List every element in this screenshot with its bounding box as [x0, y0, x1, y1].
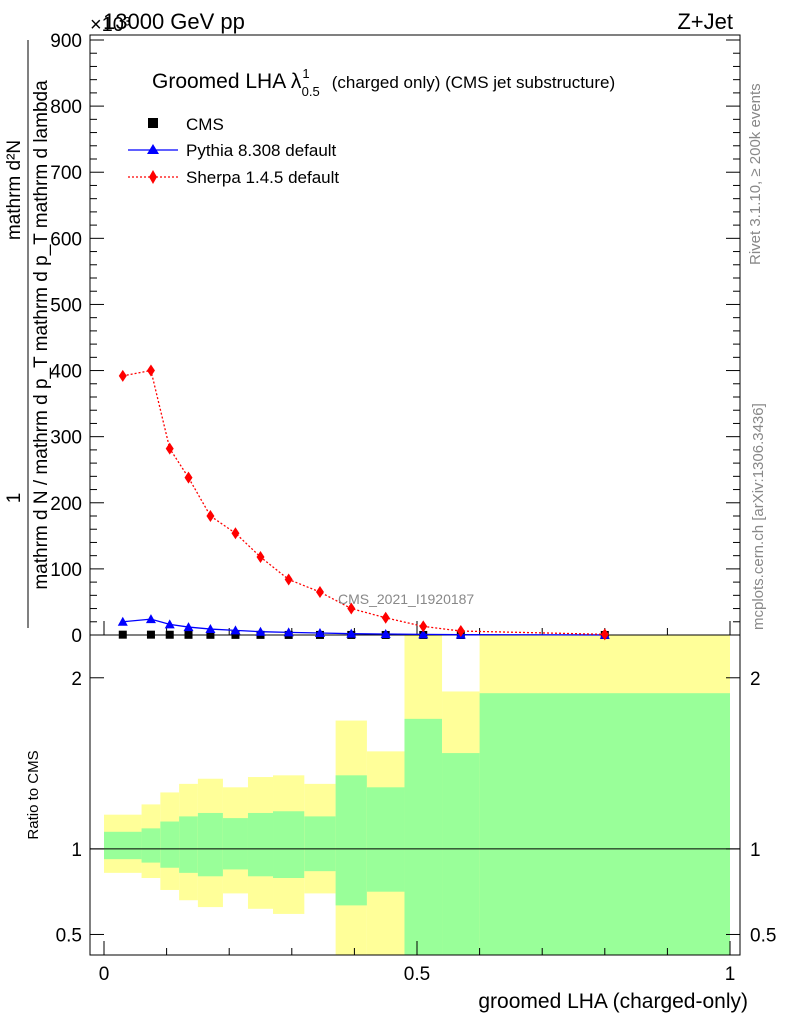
- data-point-pythia: [164, 619, 175, 629]
- y-tick-label: 900: [50, 31, 82, 52]
- data-point-cms: [165, 630, 174, 639]
- ratio-band-green: [179, 816, 198, 873]
- legend-marker-pythia: [147, 144, 159, 154]
- ratio-band-green: [160, 821, 180, 868]
- ratio-band-green: [335, 775, 367, 906]
- y-tick-label: 400: [50, 362, 82, 383]
- ratio-y-label: Ratio to CMS: [25, 750, 42, 839]
- ratio-y-tick-label-right: 0.5: [750, 925, 776, 946]
- legend-label-cms: CMS: [186, 115, 224, 134]
- ratio-band-green: [404, 718, 443, 955]
- ratio-bands: [90, 635, 740, 955]
- legend-marker-cms: [148, 118, 158, 128]
- ratio-band-green: [442, 753, 480, 955]
- data-point-sherpa: [184, 471, 193, 484]
- data-point-sherpa: [231, 527, 240, 540]
- y-tick-label: 0: [71, 626, 82, 647]
- x-tick-label: 0.5: [404, 964, 430, 985]
- legend: CMS Pythia 8.308 default Sherpa 1.4.5 de…: [128, 115, 339, 187]
- y-label-one: 1: [4, 493, 25, 504]
- header-right: Z+Jet: [677, 9, 733, 34]
- data-point-sherpa: [165, 442, 174, 455]
- data-point-pythia: [418, 629, 429, 639]
- data-point-pythia: [205, 624, 216, 634]
- data-point-sherpa: [419, 620, 428, 633]
- plot-title: Groomed LHA λ1 0.5 (charged only) (CMS jet…: [152, 66, 615, 99]
- data-point-sherpa: [315, 586, 324, 599]
- data-point-cms: [231, 630, 240, 639]
- data-point-pythia: [314, 628, 325, 638]
- y-tick-label: 500: [50, 295, 82, 316]
- x-axis-label: groomed LHA (charged-only): [478, 990, 748, 1013]
- data-point-sherpa: [456, 625, 465, 638]
- data-point-sherpa: [347, 602, 356, 615]
- data-point-pythia: [346, 628, 357, 638]
- ticks: 0 100 200 300 400 500 600 700 800 900 0 0.5 1 0.5 0.5 1…: [50, 31, 776, 985]
- plot-title-main: Groomed LHA λ: [152, 70, 302, 93]
- data-point-pythia: [230, 625, 241, 635]
- ratio-plot-frame: [89, 634, 741, 956]
- data-point-sherpa: [146, 364, 155, 377]
- main-series: [117, 364, 610, 641]
- data-point-sherpa: [206, 510, 215, 522]
- y-label-denominator: mathrm d N / mathrm d p_T mathrm d p_T m…: [31, 80, 52, 590]
- legend-label-pythia: Pythia 8.308 default: [186, 141, 337, 160]
- ratio-band-green: [247, 812, 274, 877]
- y-axis-label: 1 mathrm d²N mathrm d N / mathrm d p_T m…: [4, 40, 52, 628]
- legend-marker-sherpa: [149, 170, 157, 184]
- data-point-pythia: [145, 614, 156, 624]
- ratio-band-green: [141, 828, 161, 863]
- header-left: 13000 GeV pp: [103, 9, 245, 34]
- ratio-band-green: [479, 693, 730, 955]
- data-point-pythia: [183, 622, 194, 632]
- data-point-cms: [206, 630, 215, 639]
- data-point-pythia: [380, 629, 391, 639]
- ratio-y-tick-label: 0.5: [56, 925, 82, 946]
- data-point-pythia: [283, 627, 294, 637]
- ratio-band-green: [104, 831, 142, 860]
- data-point-sherpa: [118, 369, 127, 382]
- ratio-y-tick-label: 2: [71, 669, 82, 690]
- y-tick-label: 300: [50, 428, 82, 449]
- ratio-y-tick-label: 1: [71, 840, 82, 861]
- y-tick-label: 100: [50, 560, 82, 581]
- ratio-y-tick-label-right: 2: [750, 669, 761, 690]
- y-label-numerator: mathrm d²N: [4, 140, 25, 240]
- y-tick-label: 200: [50, 494, 82, 515]
- data-point-pythia: [117, 616, 128, 626]
- data-point-pythia: [255, 626, 266, 636]
- data-point-cms: [118, 630, 127, 639]
- ratio-band-green: [366, 787, 405, 892]
- y-tick-label: 600: [50, 229, 82, 250]
- data-point-sherpa: [600, 628, 609, 641]
- analysis-watermark: CMS_2021_I1920187: [338, 591, 474, 607]
- data-point-sherpa: [284, 573, 293, 586]
- data-point-sherpa: [381, 611, 390, 624]
- ratio-y-tick-label-right: 1: [750, 840, 761, 861]
- y-tick-label: 800: [50, 97, 82, 118]
- ratio-band-green: [197, 812, 223, 877]
- y-tick-label: 700: [50, 163, 82, 184]
- series-line-sherpa: [122, 369, 605, 635]
- legend-label-sherpa: Sherpa 1.4.5 default: [186, 168, 339, 187]
- data-point-cms: [146, 630, 155, 639]
- plot-title-sup: 1: [302, 66, 309, 81]
- ratio-band-green: [304, 816, 336, 872]
- series-line-pythia: [122, 618, 605, 636]
- ratio-band-green: [222, 818, 248, 870]
- rivet-label: Rivet 3.1.10, ≥ 200k events: [747, 83, 764, 265]
- x-tick-label: 0: [99, 964, 110, 985]
- mcplots-label: mcplots.cern.ch [arXiv:1306.3436]: [750, 403, 767, 630]
- header-exponent: ×10³: [90, 14, 131, 36]
- plot-title-rest: (charged only) (CMS jet substructure): [332, 73, 615, 92]
- data-point-cms: [184, 630, 193, 639]
- ratio-band-green: [273, 811, 305, 878]
- data-point-sherpa: [256, 550, 265, 563]
- x-tick-label: 1: [725, 964, 736, 985]
- plot-title-sub: 0.5: [302, 84, 320, 99]
